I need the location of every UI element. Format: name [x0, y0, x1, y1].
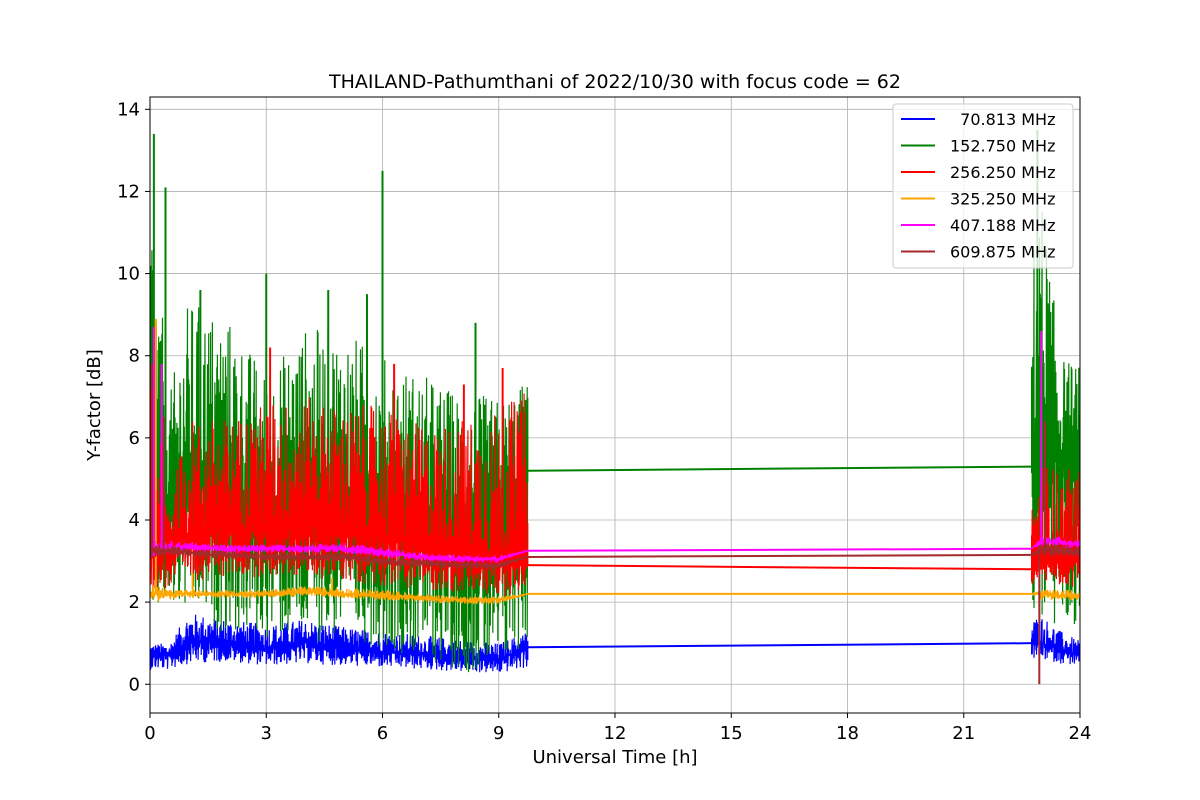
x-tick-label: 6 — [377, 723, 388, 744]
y-tick-label: 0 — [129, 674, 140, 695]
x-tick-label: 21 — [952, 723, 975, 744]
legend-label: 152.750 MHz — [950, 137, 1055, 156]
chart-title: THAILAND-Pathumthani of 2022/10/30 with … — [328, 71, 901, 93]
plot-area — [150, 129, 1080, 685]
legend-label: 609.875 MHz — [950, 243, 1055, 262]
y-tick-label: 10 — [117, 264, 140, 285]
y-axis-label: Y-factor [dB] — [84, 349, 105, 462]
y-tick-label: 14 — [117, 99, 140, 120]
series-noise-band — [150, 544, 529, 570]
y-tick-label: 4 — [129, 510, 140, 531]
y-tick-label: 12 — [117, 181, 140, 202]
legend: 70.813 MHz 152.750 MHz 256.250 MHz 325.250 … — [892, 103, 1074, 269]
x-tick-label: 15 — [720, 723, 743, 744]
series-noise-band — [150, 584, 528, 605]
x-axis-label: Universal Time [h] — [532, 747, 697, 768]
legend-label: 70.813 MHz — [950, 110, 1055, 129]
series-gap-line — [527, 547, 1032, 552]
x-tick-label: 24 — [1069, 723, 1092, 744]
x-tick-label: 9 — [493, 723, 504, 744]
series-gap-line — [527, 553, 1032, 558]
y-tick-label: 6 — [129, 428, 140, 449]
series-4 — [150, 326, 1080, 564]
series-5 — [150, 363, 1080, 685]
legend-label: 325.250 MHz — [950, 190, 1055, 209]
series-gap-line — [527, 564, 1032, 571]
legend-label: 256.250 MHz — [950, 163, 1055, 182]
legend-label: 407.188 MHz — [950, 216, 1055, 235]
x-tick-label: 18 — [836, 723, 859, 744]
y-tick-label: 2 — [129, 592, 140, 613]
x-tick-label: 0 — [144, 723, 155, 744]
legend-box — [892, 103, 1074, 269]
x-tick-label: 3 — [261, 723, 272, 744]
y-tick-label: 8 — [129, 346, 140, 367]
series-gap-line — [527, 465, 1032, 472]
series-noise-band — [150, 540, 528, 564]
x-tick-label: 12 — [604, 723, 627, 744]
series-gap-line — [527, 642, 1032, 649]
